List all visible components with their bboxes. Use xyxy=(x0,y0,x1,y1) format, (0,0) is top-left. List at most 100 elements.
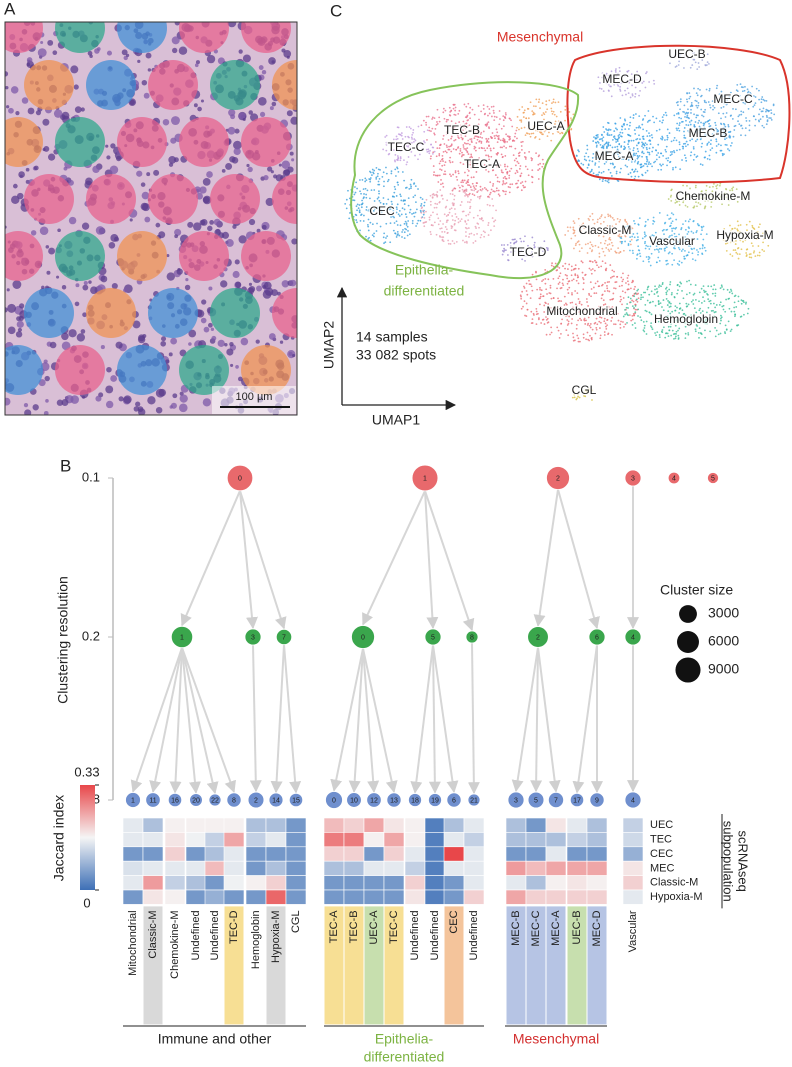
umap-dot xyxy=(703,116,705,118)
umap-dot xyxy=(627,277,629,279)
umap-dot xyxy=(487,115,489,117)
nucleus xyxy=(241,338,249,346)
heatmap-cell xyxy=(266,876,286,890)
umap-dot xyxy=(562,283,564,285)
umap-dot xyxy=(372,223,374,225)
umap-dot xyxy=(385,237,387,239)
row-label: TEC xyxy=(650,834,672,846)
umap-dot xyxy=(621,280,623,282)
umap-dot xyxy=(401,132,403,134)
umap-dot xyxy=(683,67,685,69)
umap-dot xyxy=(543,311,545,313)
umap-dot xyxy=(499,195,501,197)
umap-dot xyxy=(532,176,534,178)
umap-dot xyxy=(720,320,722,322)
umap-dot xyxy=(576,335,578,337)
umap-dot xyxy=(446,146,448,148)
umap-dot xyxy=(428,130,430,132)
nucleus xyxy=(168,156,176,164)
umap-dot xyxy=(545,111,547,113)
umap-dot xyxy=(433,193,435,195)
umap-dot xyxy=(676,113,678,115)
umap-dot xyxy=(737,253,739,255)
umap-dot xyxy=(483,131,485,133)
umap-dot xyxy=(686,98,688,100)
nucleus xyxy=(89,55,93,59)
nucleus xyxy=(262,225,267,230)
umap-dot xyxy=(418,126,420,128)
nucleus xyxy=(40,226,49,235)
umap-dot xyxy=(663,229,665,231)
umap-dot xyxy=(394,154,396,156)
umap-dot xyxy=(433,174,435,176)
umap-dot xyxy=(410,185,412,187)
umap-dot xyxy=(470,154,472,156)
umap-dot xyxy=(598,266,600,268)
umap-dot xyxy=(415,212,417,214)
umap-dot xyxy=(462,189,464,191)
umap-dot xyxy=(671,230,673,232)
umap-dot xyxy=(412,222,414,224)
umap-dot xyxy=(488,138,490,140)
umap-dot xyxy=(359,230,361,232)
umap-dot xyxy=(587,332,589,334)
umap-dot xyxy=(731,329,733,331)
umap-dot xyxy=(715,335,717,337)
umap-dot xyxy=(573,232,575,234)
umap-dot xyxy=(719,323,721,325)
umap-dot xyxy=(715,152,717,154)
umap-dot xyxy=(455,170,457,172)
umap-dot xyxy=(501,147,503,149)
umap-dot xyxy=(701,143,703,145)
umap-dot xyxy=(651,290,653,292)
umap-dot xyxy=(633,288,635,290)
umap-dot xyxy=(551,262,553,264)
umap-dot xyxy=(591,339,593,341)
umap-dot xyxy=(666,298,668,300)
heatmap-cell xyxy=(425,861,445,875)
spot xyxy=(148,174,198,224)
umap-dot xyxy=(517,186,519,188)
umap-dot xyxy=(458,222,460,224)
umap-dot xyxy=(632,250,634,252)
umap-dot xyxy=(723,289,725,291)
umap-dot xyxy=(471,177,473,179)
umap-dot xyxy=(432,151,434,153)
nucleus xyxy=(159,389,167,397)
umap-dot xyxy=(685,160,687,162)
umap-dot xyxy=(599,88,601,90)
umap-dot xyxy=(725,116,727,118)
umap-dot xyxy=(663,309,665,311)
nucleus xyxy=(230,364,233,367)
umap-dot xyxy=(631,140,633,142)
umap-dot xyxy=(399,210,401,212)
umap-dot xyxy=(642,128,644,130)
umap-dot xyxy=(558,267,560,269)
umap-dot xyxy=(505,133,507,135)
umap-dot xyxy=(680,228,682,230)
umap-dot xyxy=(714,292,716,294)
umap-dot xyxy=(647,110,649,112)
umap-dot xyxy=(610,129,612,131)
cluster-id: 21 xyxy=(470,797,478,804)
umap-dot xyxy=(395,175,397,177)
umap-dot xyxy=(504,183,506,185)
nucleus xyxy=(218,340,225,347)
tree-edge xyxy=(558,490,597,628)
resolution-tick-label: 0.1 xyxy=(82,469,100,484)
umap-dot xyxy=(556,326,558,328)
umap-dot xyxy=(460,204,462,206)
umap-dot xyxy=(567,283,569,285)
umap-dot xyxy=(450,243,452,245)
umap-dot xyxy=(755,96,757,98)
umap-dot xyxy=(411,136,413,138)
umap-dot xyxy=(698,62,700,64)
umap-dot xyxy=(442,138,444,140)
nucleus xyxy=(175,20,180,25)
umap-dot xyxy=(449,212,451,214)
umap-dot xyxy=(599,337,601,339)
umap-dot xyxy=(738,258,740,260)
umap-dot xyxy=(522,141,524,143)
umap-dot xyxy=(397,224,399,226)
heatmap-cell xyxy=(205,890,225,904)
